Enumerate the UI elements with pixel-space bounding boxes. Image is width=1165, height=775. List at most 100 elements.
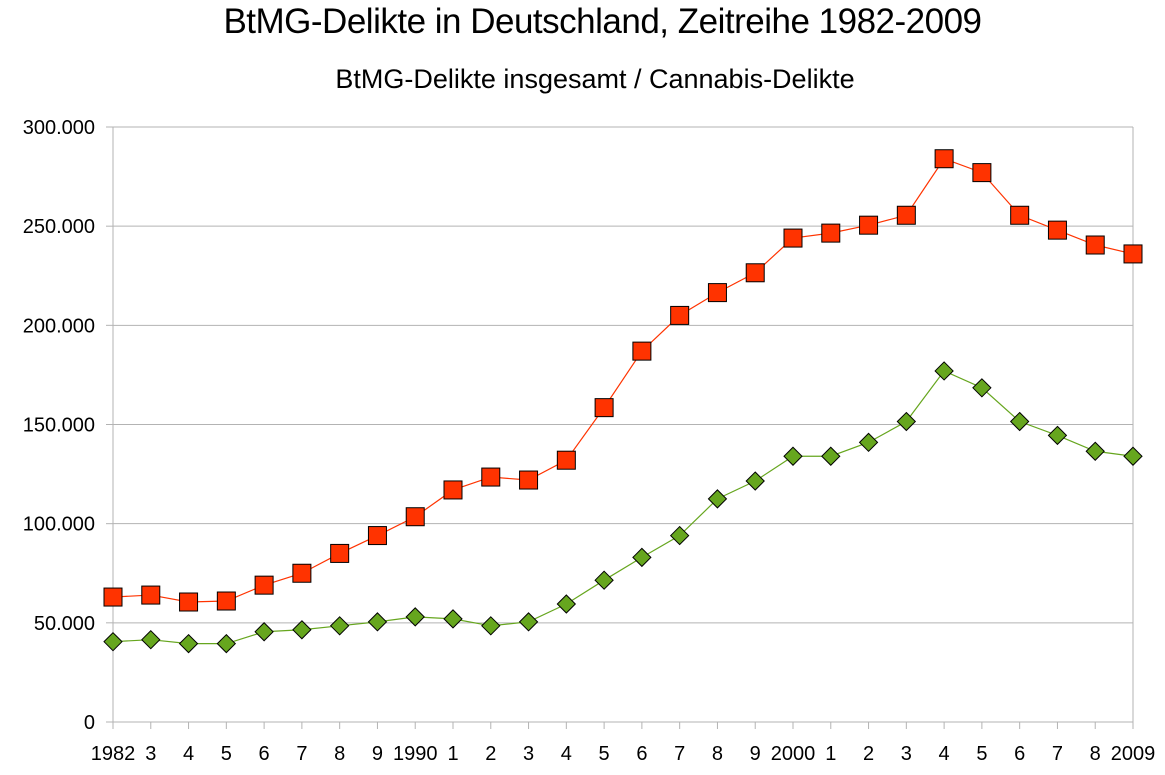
data-point-square (556, 450, 576, 470)
y-tick-label: 100.000 (23, 514, 95, 536)
x-tick-label: 9 (750, 743, 761, 765)
data-point-square (1010, 205, 1030, 225)
data-point-diamond (858, 432, 879, 453)
data-point-diamond (594, 570, 614, 590)
data-point-square (934, 149, 954, 169)
x-tick-label: 8 (1090, 743, 1101, 765)
series-diamond (103, 361, 1143, 654)
data-point-square (254, 575, 274, 595)
y-tick-label: 150.000 (23, 415, 95, 437)
data-point-diamond (896, 411, 917, 432)
data-point-square (292, 563, 312, 583)
data-point-diamond (367, 612, 388, 632)
x-tick-label: 2009 (1111, 743, 1156, 765)
data-point-diamond (103, 631, 123, 652)
data-point-square (670, 305, 690, 325)
y-tick-label: 300.000 (23, 117, 95, 139)
series-square (103, 149, 1143, 612)
x-tick-label: 4 (939, 743, 950, 765)
data-point-square (745, 263, 765, 283)
data-point-diamond (556, 594, 577, 614)
data-point-diamond (1123, 446, 1143, 466)
data-point-square (707, 283, 727, 303)
x-tick-label: 8 (712, 743, 723, 765)
data-point-diamond (821, 446, 841, 466)
x-tick-label: 1990 (393, 743, 438, 765)
x-tick-label: 3 (901, 743, 912, 765)
x-tick-label: 6 (259, 743, 270, 765)
grid-layer (113, 126, 1133, 723)
data-point-square (1047, 220, 1067, 240)
y-tick-label: 250.000 (23, 216, 95, 238)
data-point-diamond (707, 489, 728, 509)
data-point-square (783, 228, 803, 248)
data-point-diamond (178, 633, 199, 654)
data-point-square (1085, 235, 1105, 255)
data-point-square (330, 543, 350, 563)
x-tick-label: 7 (674, 743, 685, 765)
x-tick-label: 6 (636, 743, 647, 765)
data-point-diamond (1085, 441, 1105, 461)
data-point-diamond (292, 620, 312, 640)
x-tick-label: 7 (296, 743, 307, 765)
axis-layer: 0 50.000 100.000 150.000 200.000 250.000 300.0… (23, 117, 1156, 765)
data-point-square (821, 223, 841, 243)
data-point-square (141, 585, 161, 605)
data-point-square (859, 215, 879, 235)
chart-subtitle: BtMG-Delikte insgesamt / Cannabis-Delikt… (335, 64, 855, 94)
data-point-diamond (632, 547, 652, 568)
x-tick-label: 1 (825, 743, 836, 765)
data-point-square (216, 591, 236, 611)
data-point-square (481, 467, 501, 487)
data-point-square (632, 341, 652, 361)
y-tick-label: 0 (84, 712, 95, 734)
data-point-diamond (141, 629, 161, 650)
data-point-diamond (1009, 411, 1030, 432)
y-tick-label: 50.000 (34, 613, 95, 635)
x-tick-label: 8 (334, 743, 345, 765)
x-tick-label: 5 (599, 743, 610, 765)
data-point-diamond (745, 471, 765, 491)
x-tick-label: 2 (863, 743, 874, 765)
chart-title: BtMG-Delikte in Deutschland, Zeitreihe 1… (223, 2, 982, 41)
x-tick-label: 3 (523, 743, 534, 765)
x-tick-label: 3 (145, 743, 156, 765)
data-point-square (103, 587, 123, 607)
x-tick-label: 6 (1014, 743, 1025, 765)
x-tick-label: 1 (447, 743, 458, 765)
data-point-square (443, 480, 463, 500)
data-point-diamond (481, 616, 501, 636)
data-point-diamond (1047, 425, 1068, 446)
x-tick-label: 9 (372, 743, 383, 765)
x-tick-label: 7 (1052, 743, 1063, 765)
data-point-square (405, 507, 425, 527)
data-point-diamond (972, 378, 992, 398)
x-tick-label: 4 (561, 743, 572, 765)
data-point-diamond (934, 361, 954, 381)
data-point-diamond (405, 607, 425, 627)
x-tick-label: 5 (976, 743, 987, 765)
x-tick-label: 2 (485, 743, 496, 765)
series-line (112, 370, 1134, 645)
data-point-diamond (443, 609, 463, 629)
x-tick-label: 5 (221, 743, 232, 765)
y-tick-label: 200.000 (23, 315, 95, 337)
data-point-diamond (518, 612, 539, 632)
x-tick-label: 2000 (771, 743, 816, 765)
data-point-square (367, 526, 387, 546)
series-line (112, 158, 1134, 603)
data-point-square (1123, 244, 1143, 264)
data-point-square (519, 470, 539, 490)
data-point-diamond (669, 525, 690, 546)
data-point-diamond (329, 616, 350, 636)
data-point-diamond (254, 622, 274, 642)
x-tick-label: 1982 (91, 743, 136, 765)
x-tick-label: 4 (183, 743, 194, 765)
data-point-square (896, 205, 916, 225)
series-layer (103, 149, 1143, 654)
data-point-diamond (783, 446, 803, 466)
data-point-square (594, 398, 614, 418)
data-point-square (972, 163, 992, 183)
data-point-square (179, 592, 199, 612)
